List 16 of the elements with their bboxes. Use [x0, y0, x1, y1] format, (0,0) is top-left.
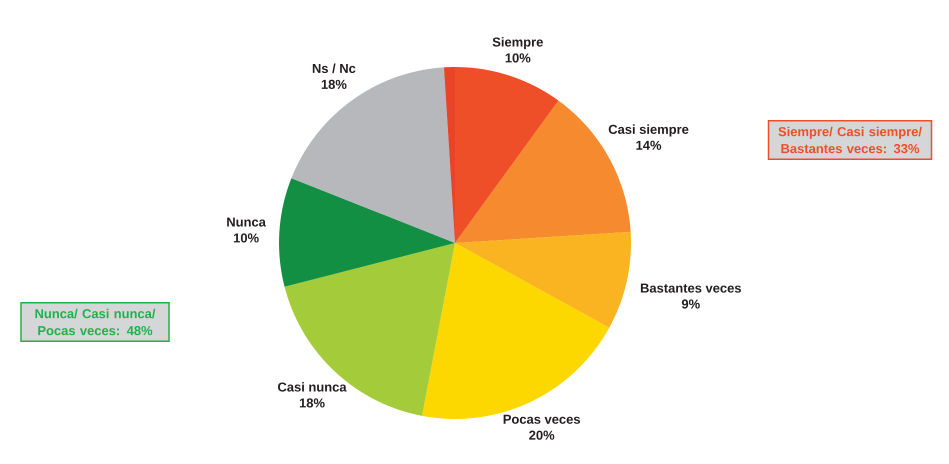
text: Siempre/ Casi siempre/ Bastantes veces: 33% — [778, 126, 922, 154]
data-label: 18% — [322, 80, 347, 89]
slice-label: Pocas veces — [504, 414, 580, 424]
data-label: 18% — [300, 398, 325, 408]
data-label: 20% — [529, 430, 554, 440]
slice-label: Nunca — [227, 218, 266, 227]
data-label: 9% — [682, 299, 700, 309]
data-label: 14% — [636, 140, 662, 150]
data-label: 10% — [234, 233, 259, 243]
slice-label: Casi siempre — [608, 124, 688, 137]
data-label: 10% — [506, 53, 530, 63]
slice-label: Siempre — [492, 37, 543, 50]
slice-label: Bastantes veces — [640, 284, 741, 293]
text: Nunca/ Casi nunca/ Pocas veces: 48% — [35, 308, 156, 336]
slice-label: Ns / Nc — [312, 64, 356, 74]
slice-label: Casi nunca — [278, 382, 347, 392]
